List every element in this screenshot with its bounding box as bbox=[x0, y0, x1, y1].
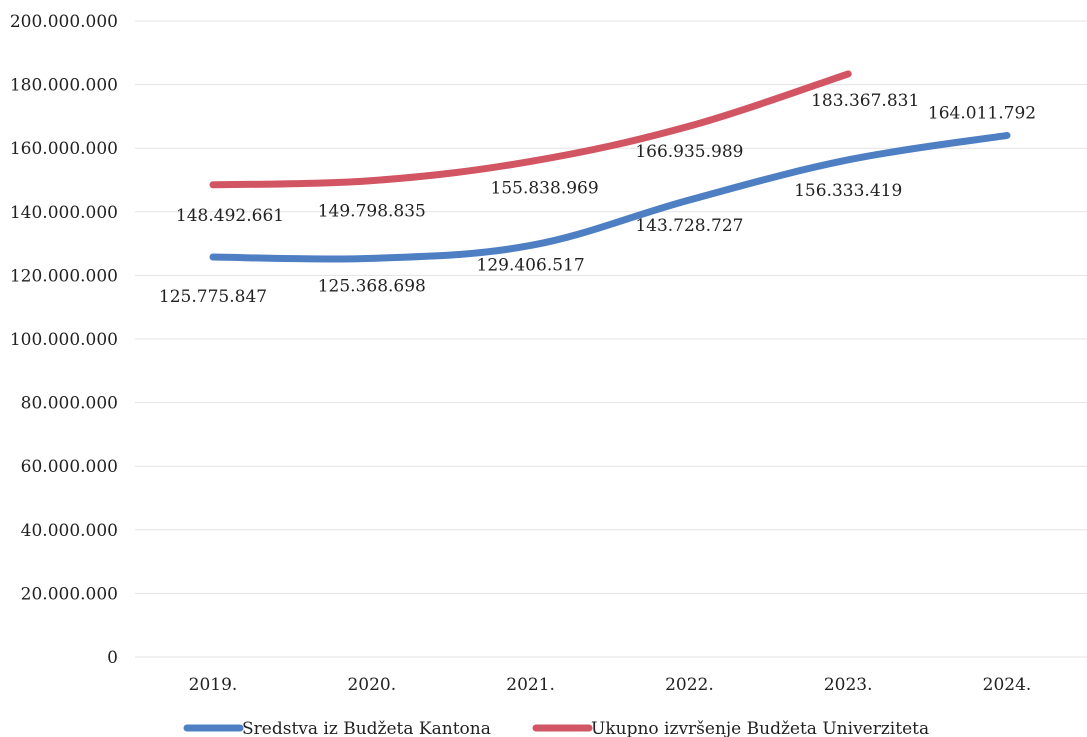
series-line-2 bbox=[209, 70, 852, 189]
y-tick-label: 80.000.000 bbox=[21, 394, 118, 414]
legend: Sredstva iz Budžeta Kantona Ukupno izvrše… bbox=[183, 719, 929, 737]
data-label: 125.368.698 bbox=[318, 276, 426, 296]
data-label: 155.838.969 bbox=[491, 178, 599, 198]
y-tick-label: 200.000.000 bbox=[10, 12, 118, 32]
y-tick-label: 0 bbox=[107, 648, 118, 668]
y-tick-label: 120.000.000 bbox=[10, 266, 118, 286]
data-label: 125.775.847 bbox=[159, 287, 267, 307]
data-label: 148.492.661 bbox=[176, 206, 284, 226]
y-axis-tick-labels: 0 20.000.000 40.000.000 60.000.000 80.000.00… bbox=[10, 12, 118, 668]
x-tick-label: 2022. bbox=[665, 675, 714, 695]
data-label: 164.011.792 bbox=[928, 103, 1036, 123]
legend-label: Sredstva iz Budžeta Kantona bbox=[242, 719, 491, 737]
y-tick-label: 20.000.000 bbox=[21, 584, 118, 604]
x-tick-label: 2019. bbox=[189, 675, 238, 695]
y-tick-label: 40.000.000 bbox=[21, 521, 118, 541]
x-tick-label: 2021. bbox=[506, 675, 555, 695]
y-tick-label: 180.000.000 bbox=[10, 76, 118, 96]
series-lines bbox=[209, 70, 1011, 263]
y-tick-label: 160.000.000 bbox=[10, 139, 118, 159]
data-label: 156.333.419 bbox=[794, 181, 902, 201]
y-tick-label: 60.000.000 bbox=[21, 457, 118, 477]
data-label: 166.935.989 bbox=[635, 142, 743, 162]
data-labels: 125.775.847 125.368.698 129.406.517 143.728… bbox=[159, 91, 1036, 307]
legend-label: Ukupno izvršenje Budžeta Univerziteta bbox=[591, 719, 929, 737]
x-tick-label: 2023. bbox=[824, 675, 873, 695]
y-tick-label: 140.000.000 bbox=[10, 203, 118, 223]
data-label: 129.406.517 bbox=[477, 255, 585, 275]
y-tick-label: 100.000.000 bbox=[10, 330, 118, 350]
x-tick-label: 2024. bbox=[983, 675, 1032, 695]
data-label: 183.367.831 bbox=[811, 91, 919, 111]
series-line-1 bbox=[209, 131, 1011, 263]
data-label: 143.728.727 bbox=[635, 216, 743, 236]
data-label: 149.798.835 bbox=[318, 202, 426, 222]
x-tick-label: 2020. bbox=[347, 675, 396, 695]
x-axis-tick-labels: 2019. 2020. 2021. 2022. 2023. 2024. bbox=[189, 675, 1032, 695]
